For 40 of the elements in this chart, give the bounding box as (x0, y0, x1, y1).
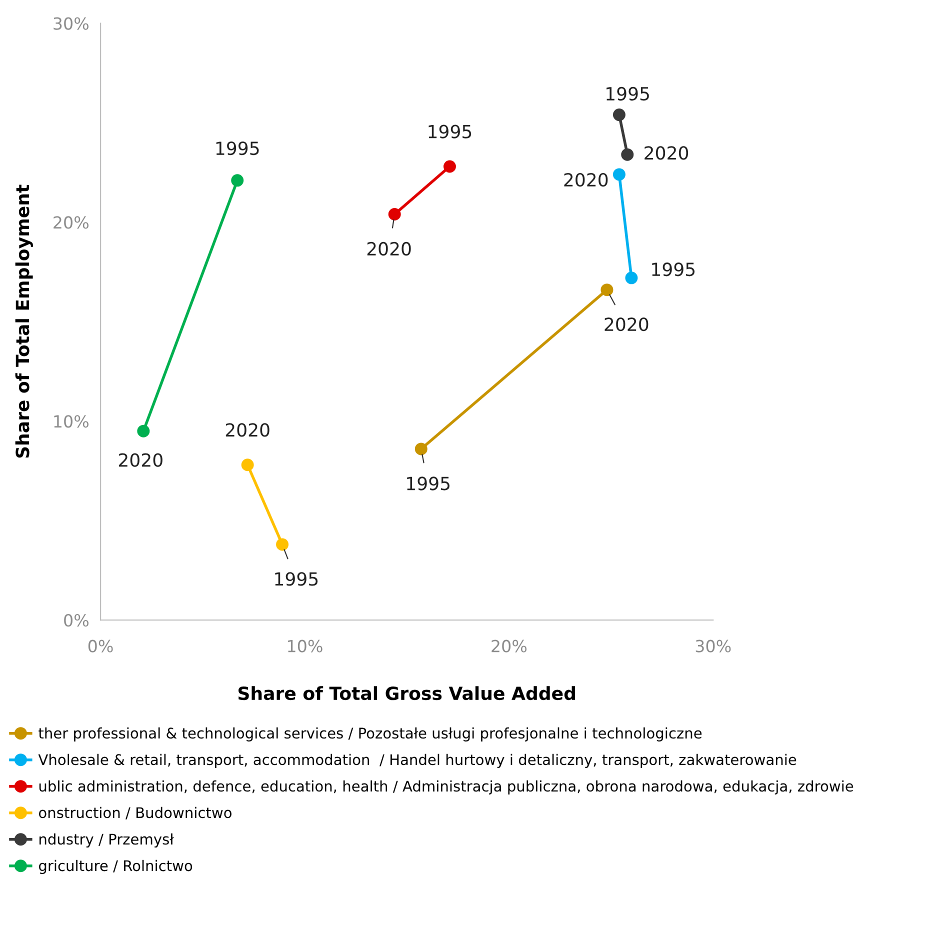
annotation: 2020 (226, 423, 270, 437)
y-tick-label: 20% (54, 216, 89, 229)
x-tick-label: 0% (88, 640, 113, 652)
point (443, 160, 456, 173)
annotation: 1995 (216, 141, 259, 156)
legend-label: onstruction / Budownictwo (39, 806, 232, 820)
y-tick-label: 10% (54, 415, 89, 428)
point (621, 148, 634, 161)
annotation: 2020 (644, 146, 688, 160)
x-tick-label: 20% (492, 640, 527, 652)
annotation: 1995 (606, 86, 649, 101)
point (137, 424, 150, 438)
y-tick-label: 0% (64, 614, 89, 627)
point (231, 174, 244, 187)
point (276, 538, 289, 551)
legend-label: ndustry / Przemysł (40, 833, 174, 848)
legend-label: ublic administration, defence, education, health / Administracja publiczna, obrona narodowa, edukacja, zdrowie (39, 780, 854, 794)
legend-label: Vholesale & retail, transport, accommodation / Handel hurtowy i detaliczny, transport, zakwaterowanie (38, 754, 796, 768)
y-tick-label: 30% (54, 17, 89, 30)
annotation: 1995 (275, 572, 318, 586)
annotation: 2020 (604, 318, 648, 332)
annotation: 1995 (652, 262, 695, 276)
legend-label: griculture / Rolnictwo (39, 860, 192, 874)
point (241, 458, 254, 472)
point (625, 272, 638, 284)
point (388, 208, 401, 220)
x-tick-label: 10% (288, 640, 322, 652)
annotation: 1995 (407, 476, 450, 490)
x-tick-label: 30% (696, 640, 731, 652)
annotation: 2020 (119, 453, 162, 467)
point (612, 108, 626, 122)
annotation: 1995 (428, 124, 472, 138)
annotation: 2020 (564, 172, 608, 187)
x-axis-title: Share of Total Gross Value Added (238, 686, 575, 700)
point (612, 168, 626, 181)
y-axis-title: Share of Total Employment (15, 184, 33, 458)
point (600, 284, 614, 296)
point (414, 442, 428, 456)
legend-label: ther professional & technological services / Pozostałe usługi profesjonalne i technologiczne (38, 727, 702, 742)
annotation: 2020 (367, 242, 411, 256)
